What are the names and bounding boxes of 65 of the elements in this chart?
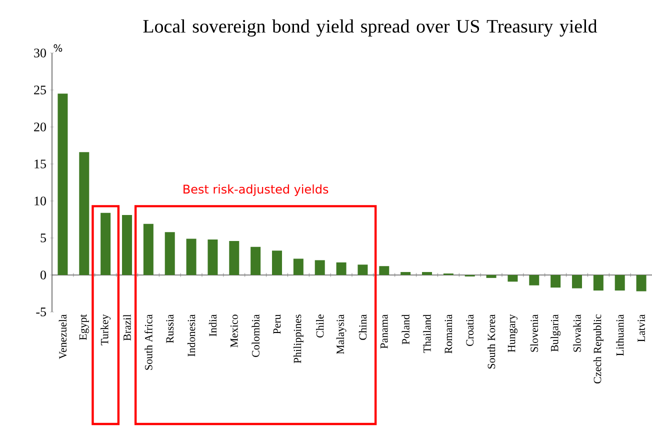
x-tick-label: Slovenia [530, 314, 538, 352]
y-tick-label: 20 [34, 122, 46, 132]
bar [400, 272, 411, 275]
bar [572, 274, 582, 288]
bar [293, 258, 304, 275]
y-tick-label: 15 [34, 160, 46, 168]
x-tick-label: Bulgaria [550, 314, 561, 352]
y-tick-label: 10 [34, 196, 46, 206]
bar [79, 152, 90, 275]
bar [614, 274, 625, 291]
y-axis-title: % [54, 44, 62, 52]
bar [250, 246, 261, 275]
bar [272, 250, 282, 275]
annotation: Best risk-adjusted yields [184, 184, 328, 196]
bar [379, 266, 390, 275]
x-tick-label: South Korea [487, 314, 496, 369]
x-tick-label: Hungary [508, 314, 518, 352]
y-tick-label: 25 [34, 86, 46, 94]
x-tick-label: China [358, 314, 367, 340]
bar [208, 239, 218, 275]
x-tick-label: Slovakia [573, 314, 581, 352]
bar [529, 274, 540, 286]
bar [358, 264, 368, 275]
bar [164, 232, 175, 275]
bar [422, 272, 432, 275]
x-tick-label: Venezuela [58, 314, 67, 360]
chart-title: Local sovereign bond yield spread over US Treasury yield [143, 19, 598, 37]
x-tick-label: Panama [380, 314, 388, 349]
x-tick-label: Turkey [100, 314, 111, 346]
x-tick-label: Croatia [466, 314, 474, 346]
bar [122, 215, 132, 275]
x-tick-label: Poland [402, 314, 410, 344]
x-tick-label: Lithuania [616, 314, 624, 356]
x-tick-label: Malaysia [336, 314, 346, 354]
x-tick-label: Russia [166, 314, 174, 344]
y-tick-label: 5 [40, 234, 46, 242]
x-tick-label: Mexico [230, 314, 238, 348]
x-tick-label: Colombia [252, 314, 260, 357]
y-tick-label: 0 [40, 270, 46, 280]
bar [100, 212, 111, 275]
x-tick-label: Egypt [79, 314, 89, 340]
bar [508, 274, 518, 282]
bar [143, 224, 154, 275]
bar [336, 262, 346, 275]
x-tick-label: Thailand [423, 314, 431, 353]
bar [550, 274, 561, 288]
x-tick-label: Indonesia [187, 314, 196, 356]
x-tick-label: Philippines [293, 314, 304, 364]
y-tick-label: -5 [36, 308, 46, 316]
bar [636, 274, 646, 292]
x-tick-label: South Africa [144, 314, 152, 370]
x-tick-label: Brazil [123, 314, 131, 341]
bar [486, 274, 496, 278]
x-tick-label: Romania [444, 314, 452, 354]
bar [58, 94, 68, 275]
bar [593, 274, 604, 291]
x-tick-label: Czech Republic [593, 314, 604, 384]
bar [186, 238, 196, 275]
bar [229, 240, 240, 275]
x-tick-label: India [208, 314, 217, 336]
y-tick-label: 30 [34, 48, 46, 58]
bar [314, 260, 325, 275]
x-tick-label: Latvia [638, 314, 645, 342]
x-tick-label: Chile [316, 314, 324, 338]
x-tick-label: Peru [273, 314, 281, 334]
